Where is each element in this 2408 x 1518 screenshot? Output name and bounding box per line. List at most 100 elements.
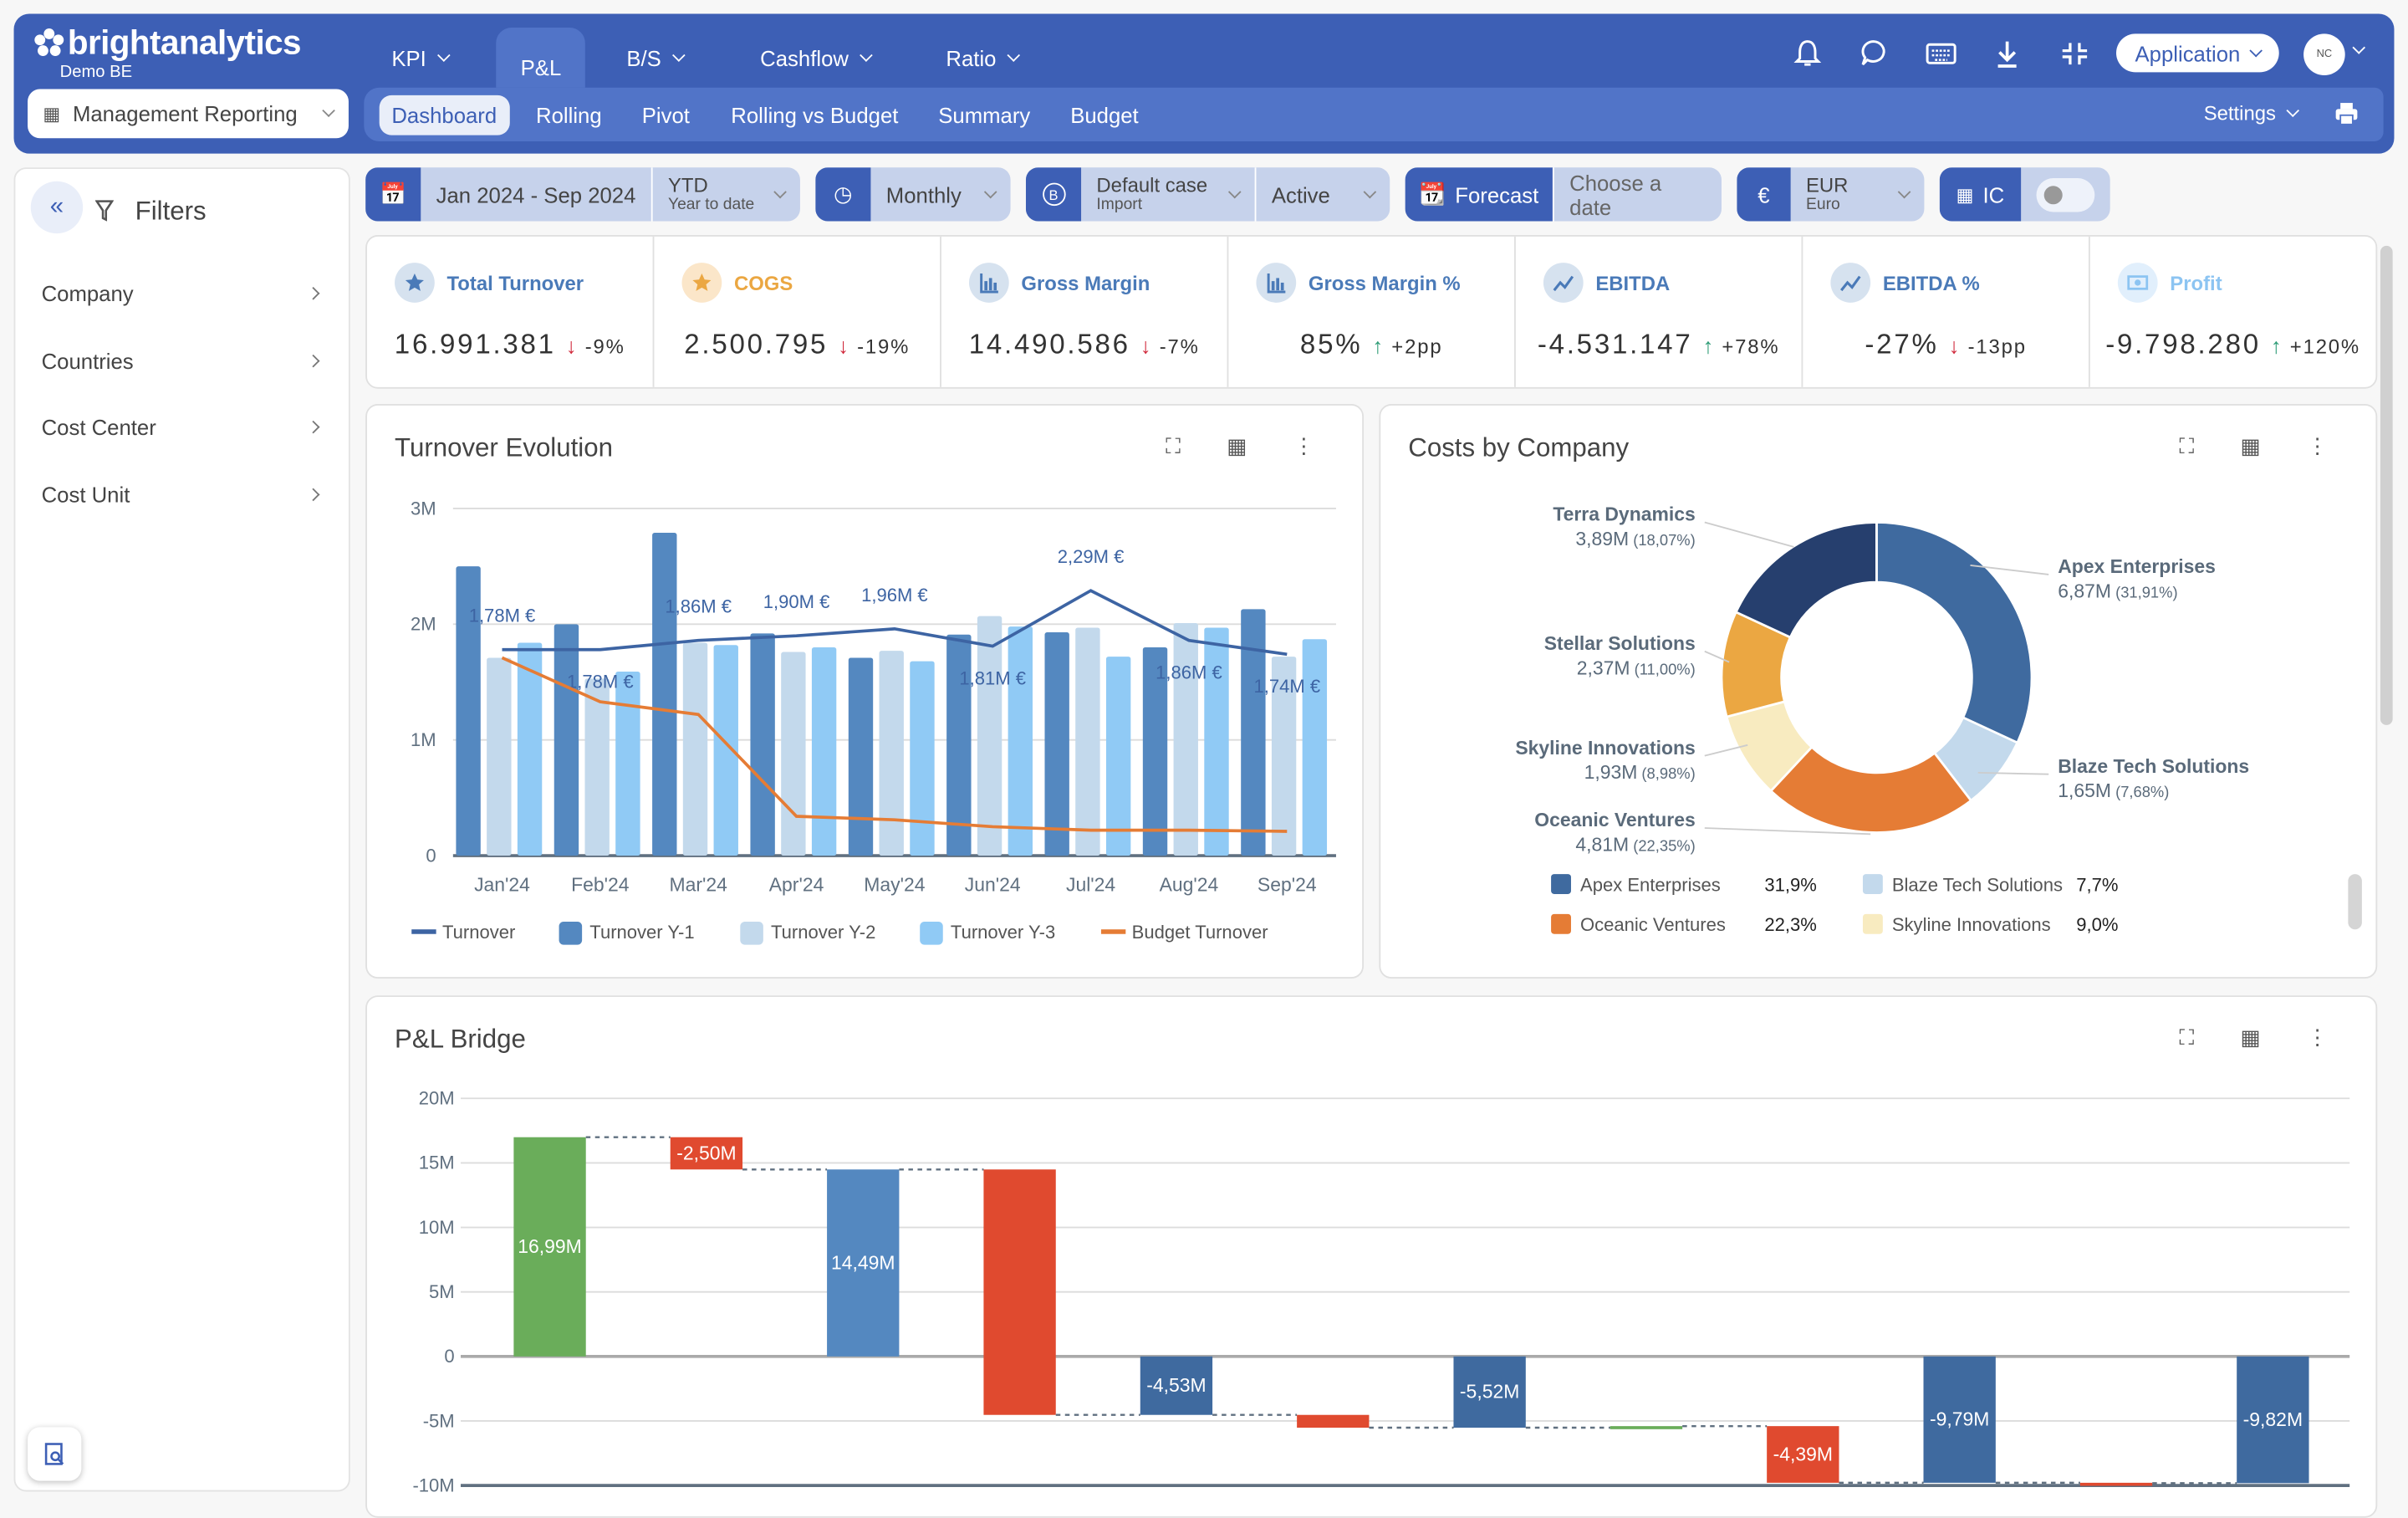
chevron-down-icon [671, 49, 685, 62]
granularity-filter[interactable]: ◷ Monthly [815, 167, 1011, 222]
collapse-sidebar-button[interactable]: « [30, 181, 84, 234]
scenario-select[interactable]: Default case Import [1081, 167, 1255, 221]
page-scrollbar[interactable] [2380, 245, 2393, 725]
more-vertical-icon[interactable]: ⋮ [1293, 432, 1315, 458]
tab-kpi[interactable]: KPI [391, 46, 450, 70]
star-icon [395, 263, 435, 303]
period-type-select[interactable]: YTD Year to date [650, 167, 800, 222]
kpi-card[interactable]: COGS 2.500.795 ↓ -19% [654, 236, 941, 387]
table-view-icon[interactable]: ▦ [2240, 432, 2261, 458]
tab-bs[interactable]: B/S [626, 46, 685, 70]
subtab-pivot[interactable]: Pivot [641, 103, 690, 128]
bridge-bar-label: 16,99M [518, 1235, 582, 1257]
bridge-bar-label: -9,82M [2243, 1408, 2303, 1430]
filter-cost-unit[interactable]: Cost Unit [42, 483, 320, 507]
print-icon[interactable] [2334, 101, 2359, 125]
application-button[interactable]: Application [2116, 33, 2279, 73]
kpi-card[interactable]: Profit -9.798.280 ↑ +120% [2090, 237, 2376, 387]
subtab-budget[interactable]: Budget [1070, 103, 1139, 128]
y-tick-label: -5M [423, 1410, 455, 1431]
bar-turnover-y-3 [910, 661, 935, 856]
tab-pl[interactable]: P&L [496, 28, 586, 88]
legend-swatch [1100, 929, 1126, 934]
expand-icon[interactable]: ⛶ [2179, 432, 2195, 458]
slice-value: 2,37M (11,00%) [1577, 657, 1696, 678]
subtab-dashboard[interactable]: Dashboard [379, 95, 509, 135]
expand-icon[interactable]: ⛶ [1166, 432, 1181, 458]
bar-turnover-y-3 [713, 645, 738, 856]
bridge-bar [1767, 1426, 1839, 1483]
more-vertical-icon[interactable]: ⋮ [2306, 1025, 2329, 1050]
x-tick-label: Jun'24 [965, 873, 1021, 895]
x-tick-label: Mar'24 [669, 873, 727, 895]
keyboard-icon[interactable] [1926, 38, 1956, 69]
legend-swatch [559, 922, 583, 945]
period-type-sub: Year to date [667, 194, 755, 213]
kpi-card[interactable]: Gross Margin 14.490.586 ↓ -7% [941, 236, 1229, 387]
subtab-summary[interactable]: Summary [938, 103, 1031, 128]
kpi-card[interactable]: EBITDA -4.531.147 ↑ +78% [1516, 236, 1803, 387]
report-selector[interactable]: ▦ Management Reporting [28, 89, 349, 139]
currency-filter[interactable]: € EUR Euro [1737, 167, 1925, 222]
download-icon[interactable] [1993, 38, 2021, 69]
filter-label: Company [41, 281, 134, 306]
subtab-rolling[interactable]: Rolling [536, 103, 602, 128]
brand-logo[interactable]: brightanalytics [33, 23, 302, 64]
chevron-down-icon [1363, 184, 1377, 198]
tab-ratio[interactable]: Ratio [946, 46, 1020, 70]
forecast-filter[interactable]: 📆 Forecast Choose a date [1405, 167, 1722, 222]
kpi-card[interactable]: Total Turnover 16.991.381 ↓ -9% [367, 236, 655, 387]
filter-cost-center[interactable]: Cost Center [42, 415, 320, 439]
avatar[interactable]: NC [2303, 33, 2345, 75]
data-label: 1,78M € [567, 672, 634, 693]
status-value: Active [1271, 181, 1330, 207]
slice-name: Apex Enterprises [2058, 555, 2216, 577]
more-vertical-icon[interactable]: ⋮ [2306, 432, 2329, 458]
filter-company[interactable]: Company [41, 281, 320, 306]
ic-toggle[interactable] [2036, 177, 2095, 212]
line-turnover [502, 589, 1288, 657]
legend-swatch [1862, 874, 1883, 894]
period-range[interactable]: Jan 2024 - Sep 2024 [436, 181, 636, 207]
legend-scrollbar[interactable] [2348, 874, 2362, 930]
x-tick-label: Feb'24 [571, 873, 630, 895]
document-search-icon [43, 1442, 64, 1464]
legend-label: Turnover Y-2 [771, 922, 875, 943]
arrow-up-icon: ↑ [1372, 333, 1385, 358]
compress-icon[interactable] [2061, 38, 2089, 69]
filter-countries[interactable]: Countries [42, 349, 320, 373]
data-label: 1,74M € [1253, 676, 1320, 697]
forecast-button[interactable]: 📆 Forecast [1405, 167, 1553, 222]
status-select[interactable]: Active [1254, 167, 1390, 222]
kpi-strip: Total Turnover 16.991.381 ↓ -9% COGS 2.500… [365, 235, 2378, 389]
search-report-button[interactable] [28, 1427, 82, 1481]
y-tick-label: 2M [411, 614, 436, 635]
chat-icon[interactable] [1860, 38, 1887, 69]
subtab-rolling-vs-budget[interactable]: Rolling vs Budget [731, 103, 899, 128]
table-view-icon[interactable]: ▦ [1227, 432, 1247, 458]
bell-icon[interactable] [1793, 38, 1822, 69]
card-title: Turnover Evolution [395, 432, 613, 463]
settings-menu[interactable]: Settings [2204, 101, 2300, 125]
slice-value: 3,89M (18,07%) [1575, 528, 1695, 549]
chevron-right-icon [306, 354, 320, 368]
table-view-icon[interactable]: ▦ [2240, 1025, 2261, 1050]
grid-icon: ▦ [43, 103, 61, 125]
kpi-card[interactable]: EBITDA % -27% ↓ -13pp [1803, 236, 2090, 387]
tab-cashflow[interactable]: Cashflow [760, 46, 872, 70]
intercompany-filter: ▦ IC [1939, 167, 2110, 222]
kpi-delta: -7% [1159, 335, 1200, 358]
y-tick-label: 0 [426, 845, 436, 866]
kpi-card[interactable]: Gross Margin % 85% ↑ +2pp [1228, 236, 1516, 387]
legend-label: Apex Enterprises [1580, 874, 1721, 895]
expand-icon[interactable]: ⛶ [2179, 1025, 2195, 1050]
kpi-delta: +120% [2289, 335, 2360, 358]
chevron-down-icon [859, 49, 872, 62]
slice-percent: 7,68% [2120, 783, 2164, 800]
scenario-filter[interactable]: B Default case Import Active [1025, 167, 1390, 222]
period-filter[interactable]: 📅 Jan 2024 - Sep 2024 YTD Year to date [365, 167, 800, 222]
forecast-date-input[interactable]: Choose a date [1552, 167, 1722, 222]
bar-turnover-y-3 [811, 647, 837, 856]
filters-sidebar: « Filters Company Countries Cost Center … [13, 167, 350, 1492]
bar-turnover-y-2 [879, 651, 904, 856]
